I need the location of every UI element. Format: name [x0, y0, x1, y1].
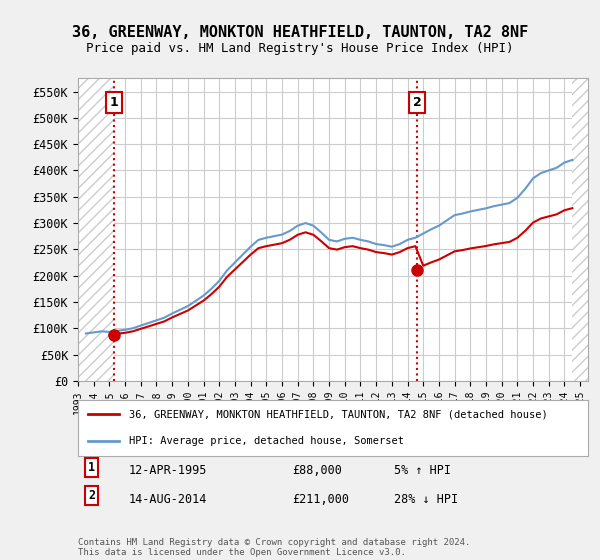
Text: 36, GREENWAY, MONKTON HEATHFIELD, TAUNTON, TA2 8NF (detached house): 36, GREENWAY, MONKTON HEATHFIELD, TAUNTO…: [129, 409, 548, 419]
Text: 14-AUG-2014: 14-AUG-2014: [129, 493, 208, 506]
Text: 1: 1: [88, 461, 95, 474]
Text: 2: 2: [88, 489, 95, 502]
Bar: [78, 78, 114, 381]
Text: 36, GREENWAY, MONKTON HEATHFIELD, TAUNTON, TA2 8NF: 36, GREENWAY, MONKTON HEATHFIELD, TAUNTO…: [72, 25, 528, 40]
Text: 28% ↓ HPI: 28% ↓ HPI: [394, 493, 458, 506]
Text: £211,000: £211,000: [292, 493, 349, 506]
Text: 5% ↑ HPI: 5% ↑ HPI: [394, 464, 451, 477]
Text: 12-APR-1995: 12-APR-1995: [129, 464, 208, 477]
Text: HPI: Average price, detached house, Somerset: HPI: Average price, detached house, Some…: [129, 436, 404, 446]
Bar: [572, 78, 596, 381]
Text: Contains HM Land Registry data © Crown copyright and database right 2024.
This d: Contains HM Land Registry data © Crown c…: [78, 538, 470, 557]
Text: 2: 2: [413, 96, 422, 109]
Text: Price paid vs. HM Land Registry's House Price Index (HPI): Price paid vs. HM Land Registry's House …: [86, 42, 514, 55]
Text: £88,000: £88,000: [292, 464, 342, 477]
Text: 1: 1: [109, 96, 118, 109]
